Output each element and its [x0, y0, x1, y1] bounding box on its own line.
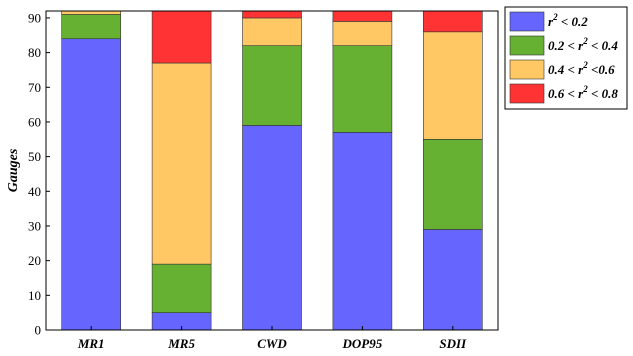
- legend-swatch: [509, 11, 545, 32]
- x-tick-label: CWD: [257, 336, 287, 351]
- bar-segment-cwd-s1: [242, 125, 302, 331]
- bar-segment-sdii-s1: [422, 229, 483, 331]
- bar-segment-cwd-s3: [242, 17, 302, 46]
- y-tick-label: 60: [28, 114, 41, 129]
- y-axis-label: Gauges: [6, 148, 21, 192]
- y-tick-label: 90: [28, 10, 41, 25]
- legend-label: r2 < 0.2: [548, 12, 588, 29]
- legend-label: 0.6 < r2 < 0.8: [548, 84, 618, 101]
- y-tick-label: 20: [28, 253, 41, 268]
- y-tick-label: 80: [28, 45, 41, 60]
- legend-swatch: [509, 35, 545, 56]
- bar-segment-dop95-s4: [332, 10, 393, 22]
- legend: r2 < 0.2 0.2 < r2 < 0.4 0.4 < r2 <0.6 0.6 <…: [504, 6, 628, 110]
- bar-segment-dop95-s2: [332, 45, 393, 133]
- x-tick-label: DOP95: [342, 336, 383, 351]
- legend-label: 0.4 < r2 <0.6: [548, 60, 615, 77]
- y-tick-label: 70: [28, 80, 41, 95]
- bar-segment-sdii-s4: [422, 10, 483, 33]
- legend-swatch: [509, 83, 545, 104]
- x-tick-label: MR1: [77, 336, 105, 351]
- bar-segment-mr5-s2: [151, 263, 212, 313]
- bar-segment-mr5-s3: [151, 62, 212, 265]
- bar-segment-mr5-s4: [151, 10, 212, 64]
- plot-area: [61, 10, 483, 331]
- legend-swatch: [509, 59, 545, 80]
- x-tick-label: SDII: [439, 336, 467, 351]
- axes: MR1 MR5 CWD DOP95 SDII 0 10 20 30 40 50 60 70 80 90 Gau…: [6, 10, 499, 351]
- bar-segment-sdii-s2: [422, 138, 483, 230]
- bar-segment-cwd-s2: [242, 45, 302, 126]
- axes-frame: [45, 10, 499, 331]
- x-tick-label: MR5: [167, 336, 195, 351]
- bar-segment-cwd-s4: [242, 10, 302, 19]
- bar-segment-mr1-s2: [61, 14, 122, 40]
- y-tick-label: 30: [28, 218, 41, 233]
- bar-segment-dop95-s1: [332, 132, 393, 331]
- y-tick-label: 10: [28, 288, 41, 303]
- y-tick-label: 0: [35, 323, 42, 338]
- bar-segment-mr1-s1: [61, 38, 122, 331]
- y-tick-label: 50: [28, 149, 41, 164]
- bar-segment-mr1-s3: [61, 10, 122, 15]
- bar-segment-sdii-s3: [422, 31, 483, 140]
- y-tick-label: 40: [28, 184, 41, 199]
- legend-label: 0.2 < r2 < 0.4: [548, 36, 618, 53]
- bar-segment-dop95-s3: [332, 21, 393, 46]
